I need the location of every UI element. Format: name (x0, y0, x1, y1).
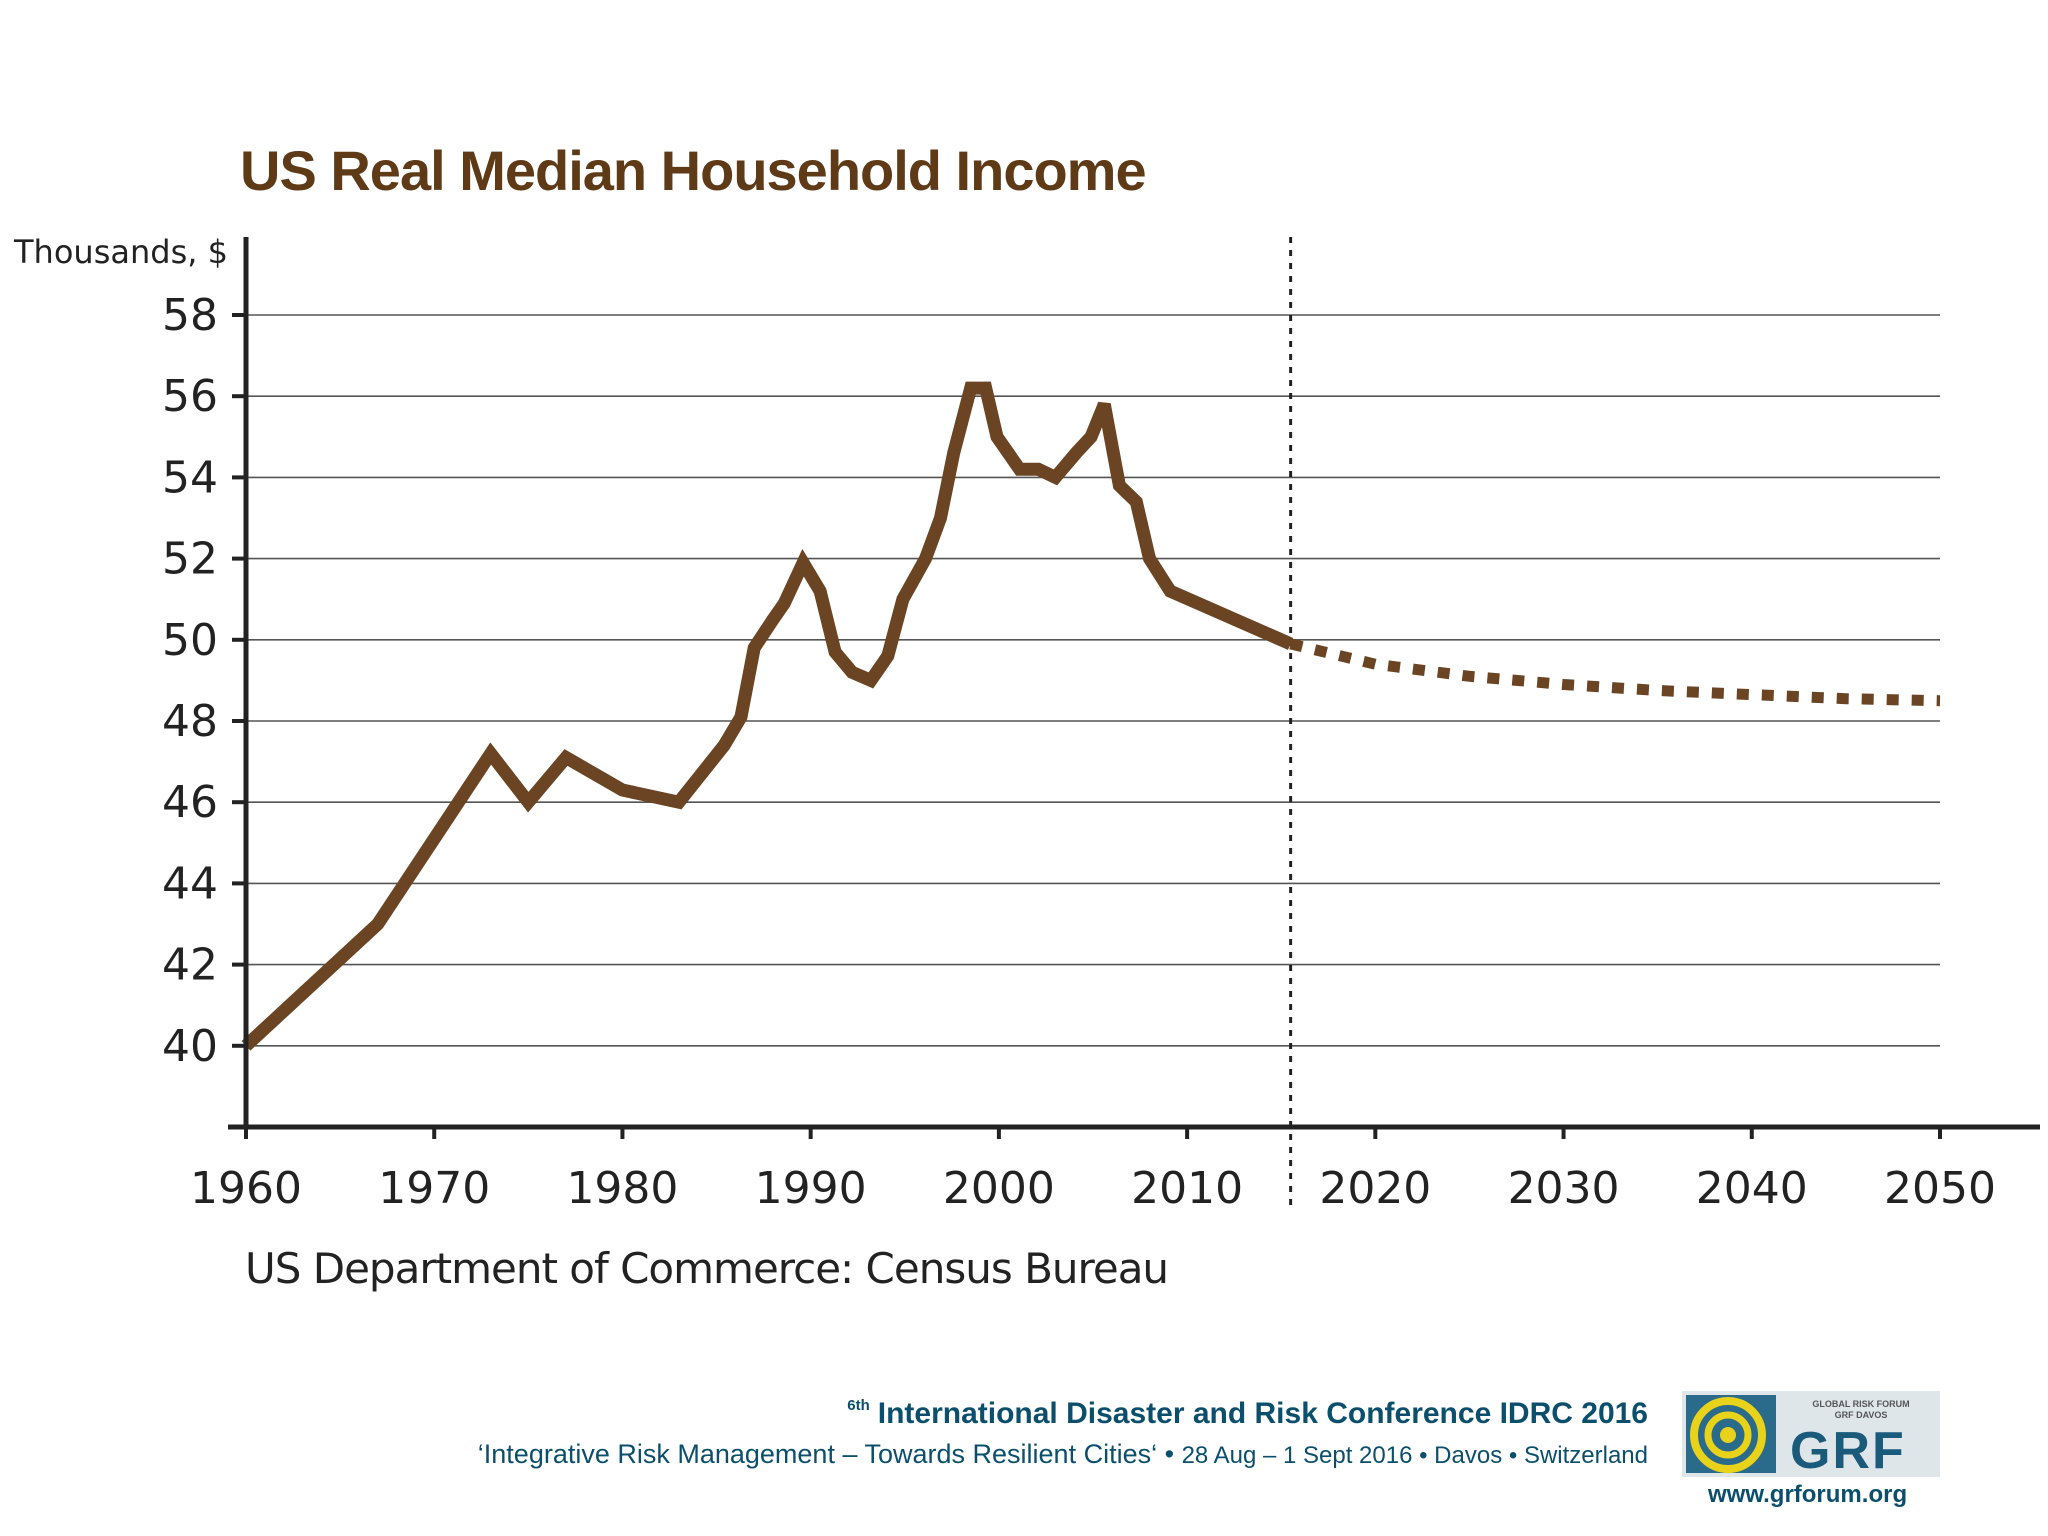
logo-caption: GLOBAL RISK FORUM GRF DAVOS (1812, 1399, 1910, 1420)
y-tick-label-50: 50 (162, 615, 218, 666)
conference-ordinal: 6th (847, 1397, 870, 1414)
y-axis-label: Thousands, $ (13, 233, 228, 271)
logo-text: GRF (1790, 1422, 1906, 1477)
x-tick-label-2050: 2050 (1884, 1163, 1996, 1214)
conference-details: ‘Integrative Risk Management – Towards R… (478, 1439, 1648, 1470)
y-tick-label-42: 42 (162, 940, 218, 991)
x-tick-label-1970: 1970 (378, 1163, 490, 1214)
x-tick-label-2020: 2020 (1319, 1163, 1431, 1214)
x-tick-label-1960: 1960 (190, 1163, 302, 1214)
series-line-historical (241, 381, 1294, 1051)
tick-labels: 40 42 44 46 48 50 52 54 56 58 1960 1970 1980 1990 2000… (162, 290, 1996, 1214)
y-tick-label-44: 44 (162, 858, 218, 909)
x-tick-label-2030: 2030 (1508, 1163, 1620, 1214)
logo-rings-icon (1686, 1395, 1776, 1473)
chart-title: US Real Median Household Income (240, 139, 1147, 202)
grid-lines (246, 314, 1940, 1047)
conference-dates-location: 28 Aug – 1 Sept 2016 • Davos • Switzerla… (1181, 1442, 1648, 1469)
grf-logo: GLOBAL RISK FORUM GRF DAVOS GRF (1682, 1391, 1940, 1477)
conference-name: International Disaster and Risk Conferen… (877, 1397, 1648, 1430)
x-tick-label-2000: 2000 (943, 1163, 1055, 1214)
y-tick-label-58: 58 (162, 290, 218, 341)
x-tick-label-2010: 2010 (1131, 1163, 1243, 1214)
website-link[interactable]: www.grforum.org (1708, 1481, 1908, 1508)
conference-title: 6th International Disaster and Risk Confe… (478, 1397, 1648, 1431)
conference-footer: 6th International Disaster and Risk Confe… (478, 1397, 1648, 1470)
y-tick-label-48: 48 (162, 696, 218, 747)
y-tick-label-56: 56 (162, 371, 218, 422)
y-tick-label-46: 46 (162, 777, 218, 828)
data-series (241, 381, 1941, 1051)
y-tick-label-40: 40 (162, 1021, 218, 1072)
axes (228, 237, 2040, 1139)
x-tick-label-2040: 2040 (1696, 1163, 1808, 1214)
source-label: US Department of Commerce: Census Bureau (245, 1244, 1169, 1293)
x-tick-label-1990: 1990 (755, 1163, 867, 1214)
x-tick-label-1980: 1980 (566, 1163, 678, 1214)
conference-theme: ‘Integrative Risk Management – Towards R… (477, 1439, 1175, 1469)
y-tick-label-54: 54 (162, 452, 218, 503)
y-tick-label-52: 52 (162, 534, 218, 585)
chart-area: 40 42 44 46 48 50 52 54 56 58 1960 1970 1980 1990 2000… (13, 233, 2040, 1214)
series-line-projection (1289, 638, 1941, 707)
